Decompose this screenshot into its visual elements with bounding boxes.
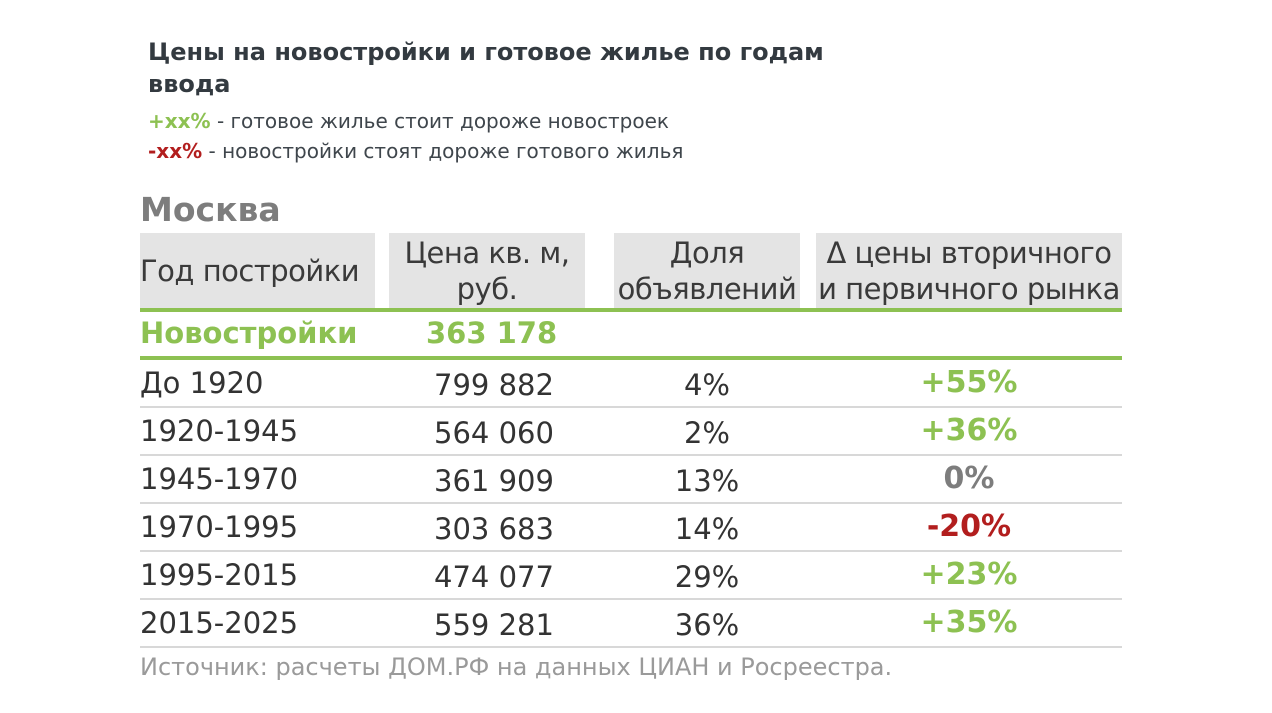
- table-header: Год постройки Цена кв. м, руб. Доля объя…: [140, 233, 1122, 308]
- row-price: 564 060: [434, 416, 554, 450]
- header-delta: Δ цены вторичного и первичного рынка: [816, 233, 1122, 308]
- table-row: 1970-1995 303 683 14% -20%: [140, 504, 1122, 552]
- chart-title: Цены на новостройки и готовое жилье по г…: [148, 38, 824, 98]
- divider-top: [140, 308, 1122, 312]
- legend-negative-tag: -xx%: [148, 139, 203, 163]
- legend-positive: +xx% - готовое жилье стоит дороже новост…: [148, 109, 669, 133]
- row-price: 474 077: [434, 560, 554, 594]
- row-share: 13%: [674, 464, 740, 498]
- header-share-line2: объявлений: [617, 271, 797, 306]
- row-delta: +36%: [920, 413, 1018, 448]
- header-share: Доля объявлений: [614, 233, 800, 308]
- row-share: 14%: [674, 512, 740, 546]
- new-buildings-label: Новостройки: [140, 316, 358, 350]
- table-row: 1920-1945 564 060 2% +36%: [140, 408, 1122, 456]
- row-price: 361 909: [434, 464, 554, 498]
- source-note: Источник: расчеты ДОМ.РФ на данных ЦИАН …: [140, 653, 893, 681]
- new-buildings-row: Новостройки 363 178: [140, 312, 1122, 356]
- table-row: 2015-2025 559 281 36% +35%: [140, 600, 1122, 648]
- row-period: 2015-2025: [140, 606, 299, 640]
- new-buildings-price: 363 178: [426, 316, 558, 350]
- price-table: Год постройки Цена кв. м, руб. Доля объя…: [140, 233, 1122, 648]
- table-row: 1995-2015 474 077 29% +23%: [140, 552, 1122, 600]
- header-price-line1: Цена кв. м,: [404, 235, 570, 270]
- row-delta: 0%: [943, 461, 995, 496]
- header-share-line1: Доля: [669, 235, 745, 270]
- table-body: До 1920 799 882 4% +55% 1920-1945 564 060 2% +3…: [140, 360, 1122, 648]
- row-period: До 1920: [140, 366, 264, 400]
- row-price: 303 683: [434, 512, 554, 546]
- row-share: 36%: [674, 608, 740, 642]
- header-year-text: Год постройки: [140, 253, 360, 288]
- row-share: 4%: [683, 368, 730, 402]
- city-label: Москва: [140, 190, 281, 229]
- row-period: 1970-1995: [140, 510, 299, 544]
- row-period: 1995-2015: [140, 558, 299, 592]
- header-delta-line1: Δ цены вторичного: [826, 235, 1112, 270]
- legend-positive-tag: +xx%: [148, 109, 211, 133]
- row-price: 559 281: [434, 608, 554, 642]
- header-price: Цена кв. м, руб.: [389, 233, 585, 308]
- table-row: 1945-1970 361 909 13% 0%: [140, 456, 1122, 504]
- row-period: 1920-1945: [140, 414, 299, 448]
- row-price: 799 882: [434, 368, 554, 402]
- header-delta-line2: и первичного рынка: [818, 271, 1120, 306]
- divider-new: [140, 356, 1122, 360]
- header-price-line2: руб.: [456, 271, 518, 306]
- legend-negative: -xx% - новостройки стоят дороже готового…: [148, 139, 683, 163]
- header-year: Год постройки: [140, 233, 375, 308]
- row-delta: +35%: [920, 605, 1018, 640]
- row-delta: +55%: [920, 365, 1018, 400]
- row-share: 2%: [683, 416, 730, 450]
- legend-positive-text: - готовое жилье стоит дороже новостроек: [210, 109, 669, 133]
- row-delta: -20%: [926, 509, 1012, 544]
- row-delta: +23%: [920, 557, 1018, 592]
- row-share: 29%: [674, 560, 740, 594]
- table-row: До 1920 799 882 4% +55%: [140, 360, 1122, 408]
- row-period: 1945-1970: [140, 462, 299, 496]
- legend-negative-text: - новостройки стоят дороже готового жиль…: [202, 139, 684, 163]
